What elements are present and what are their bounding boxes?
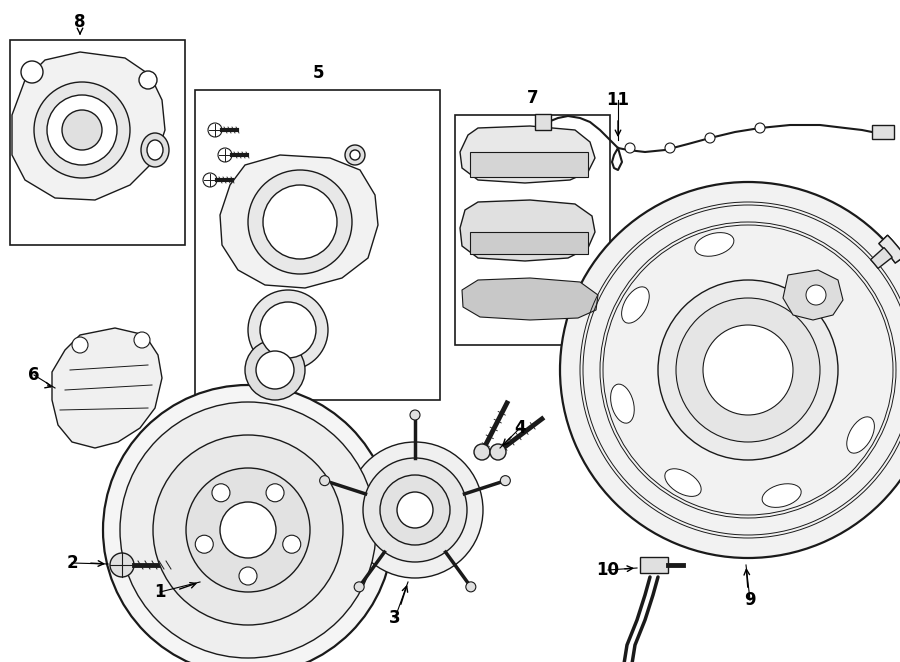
Circle shape bbox=[320, 475, 329, 486]
Bar bbox=[470, 152, 588, 177]
Text: 8: 8 bbox=[75, 13, 86, 31]
Circle shape bbox=[220, 502, 276, 558]
Text: 2: 2 bbox=[67, 554, 77, 572]
Ellipse shape bbox=[610, 384, 634, 423]
Circle shape bbox=[490, 444, 506, 460]
Circle shape bbox=[500, 475, 510, 486]
Circle shape bbox=[658, 280, 838, 460]
Circle shape bbox=[139, 71, 157, 89]
Circle shape bbox=[263, 185, 337, 259]
Circle shape bbox=[153, 435, 343, 625]
Circle shape bbox=[410, 410, 420, 420]
Circle shape bbox=[260, 302, 316, 358]
Text: 10: 10 bbox=[597, 561, 619, 579]
Text: 9: 9 bbox=[744, 591, 756, 609]
Text: 5: 5 bbox=[312, 64, 324, 82]
Polygon shape bbox=[12, 52, 165, 200]
Circle shape bbox=[266, 484, 284, 502]
Bar bbox=[455, 115, 610, 345]
Text: 7: 7 bbox=[527, 89, 539, 107]
Circle shape bbox=[212, 484, 230, 502]
Circle shape bbox=[248, 290, 328, 370]
Circle shape bbox=[665, 143, 675, 153]
Circle shape bbox=[397, 492, 433, 528]
Circle shape bbox=[195, 535, 213, 553]
Circle shape bbox=[186, 468, 310, 592]
Text: 1: 1 bbox=[154, 583, 166, 601]
Ellipse shape bbox=[762, 484, 801, 507]
Bar bbox=[195, 90, 440, 400]
Polygon shape bbox=[460, 126, 595, 183]
Polygon shape bbox=[220, 155, 378, 288]
Circle shape bbox=[283, 535, 301, 553]
Bar bbox=[872, 125, 894, 139]
Circle shape bbox=[355, 582, 365, 592]
Circle shape bbox=[203, 173, 217, 187]
Circle shape bbox=[248, 170, 352, 274]
Text: 4: 4 bbox=[514, 419, 526, 437]
Circle shape bbox=[62, 110, 102, 150]
Circle shape bbox=[703, 325, 793, 415]
Ellipse shape bbox=[847, 417, 875, 453]
Circle shape bbox=[218, 148, 232, 162]
Bar bbox=[640, 557, 668, 573]
Wedge shape bbox=[879, 235, 900, 263]
Circle shape bbox=[72, 337, 88, 353]
Ellipse shape bbox=[665, 469, 701, 496]
Polygon shape bbox=[460, 200, 595, 261]
Circle shape bbox=[466, 582, 476, 592]
Circle shape bbox=[755, 123, 765, 133]
Ellipse shape bbox=[622, 287, 649, 323]
Wedge shape bbox=[879, 235, 900, 263]
Circle shape bbox=[625, 143, 635, 153]
Circle shape bbox=[120, 402, 376, 658]
Circle shape bbox=[239, 567, 257, 585]
Text: 3: 3 bbox=[389, 609, 400, 627]
Polygon shape bbox=[783, 270, 843, 320]
Circle shape bbox=[245, 340, 305, 400]
Ellipse shape bbox=[147, 140, 163, 160]
Ellipse shape bbox=[695, 232, 734, 256]
Text: 11: 11 bbox=[607, 91, 629, 109]
Bar bbox=[535, 114, 551, 130]
Circle shape bbox=[110, 553, 134, 577]
Circle shape bbox=[47, 95, 117, 165]
Circle shape bbox=[21, 61, 43, 83]
Circle shape bbox=[350, 150, 360, 160]
Circle shape bbox=[676, 298, 820, 442]
Circle shape bbox=[380, 475, 450, 545]
Circle shape bbox=[806, 285, 826, 305]
Text: 6: 6 bbox=[28, 366, 40, 384]
Polygon shape bbox=[52, 328, 162, 448]
Circle shape bbox=[705, 133, 715, 143]
Bar bbox=[470, 232, 588, 254]
Circle shape bbox=[134, 332, 150, 348]
Ellipse shape bbox=[141, 133, 169, 167]
Polygon shape bbox=[462, 278, 598, 320]
Bar bbox=[10, 40, 185, 245]
Wedge shape bbox=[560, 182, 900, 558]
Circle shape bbox=[363, 458, 467, 562]
Circle shape bbox=[345, 145, 365, 165]
Circle shape bbox=[347, 442, 483, 578]
Wedge shape bbox=[870, 248, 892, 268]
Circle shape bbox=[103, 385, 393, 662]
Circle shape bbox=[208, 123, 222, 137]
Circle shape bbox=[256, 351, 294, 389]
Circle shape bbox=[474, 444, 490, 460]
Circle shape bbox=[34, 82, 130, 178]
